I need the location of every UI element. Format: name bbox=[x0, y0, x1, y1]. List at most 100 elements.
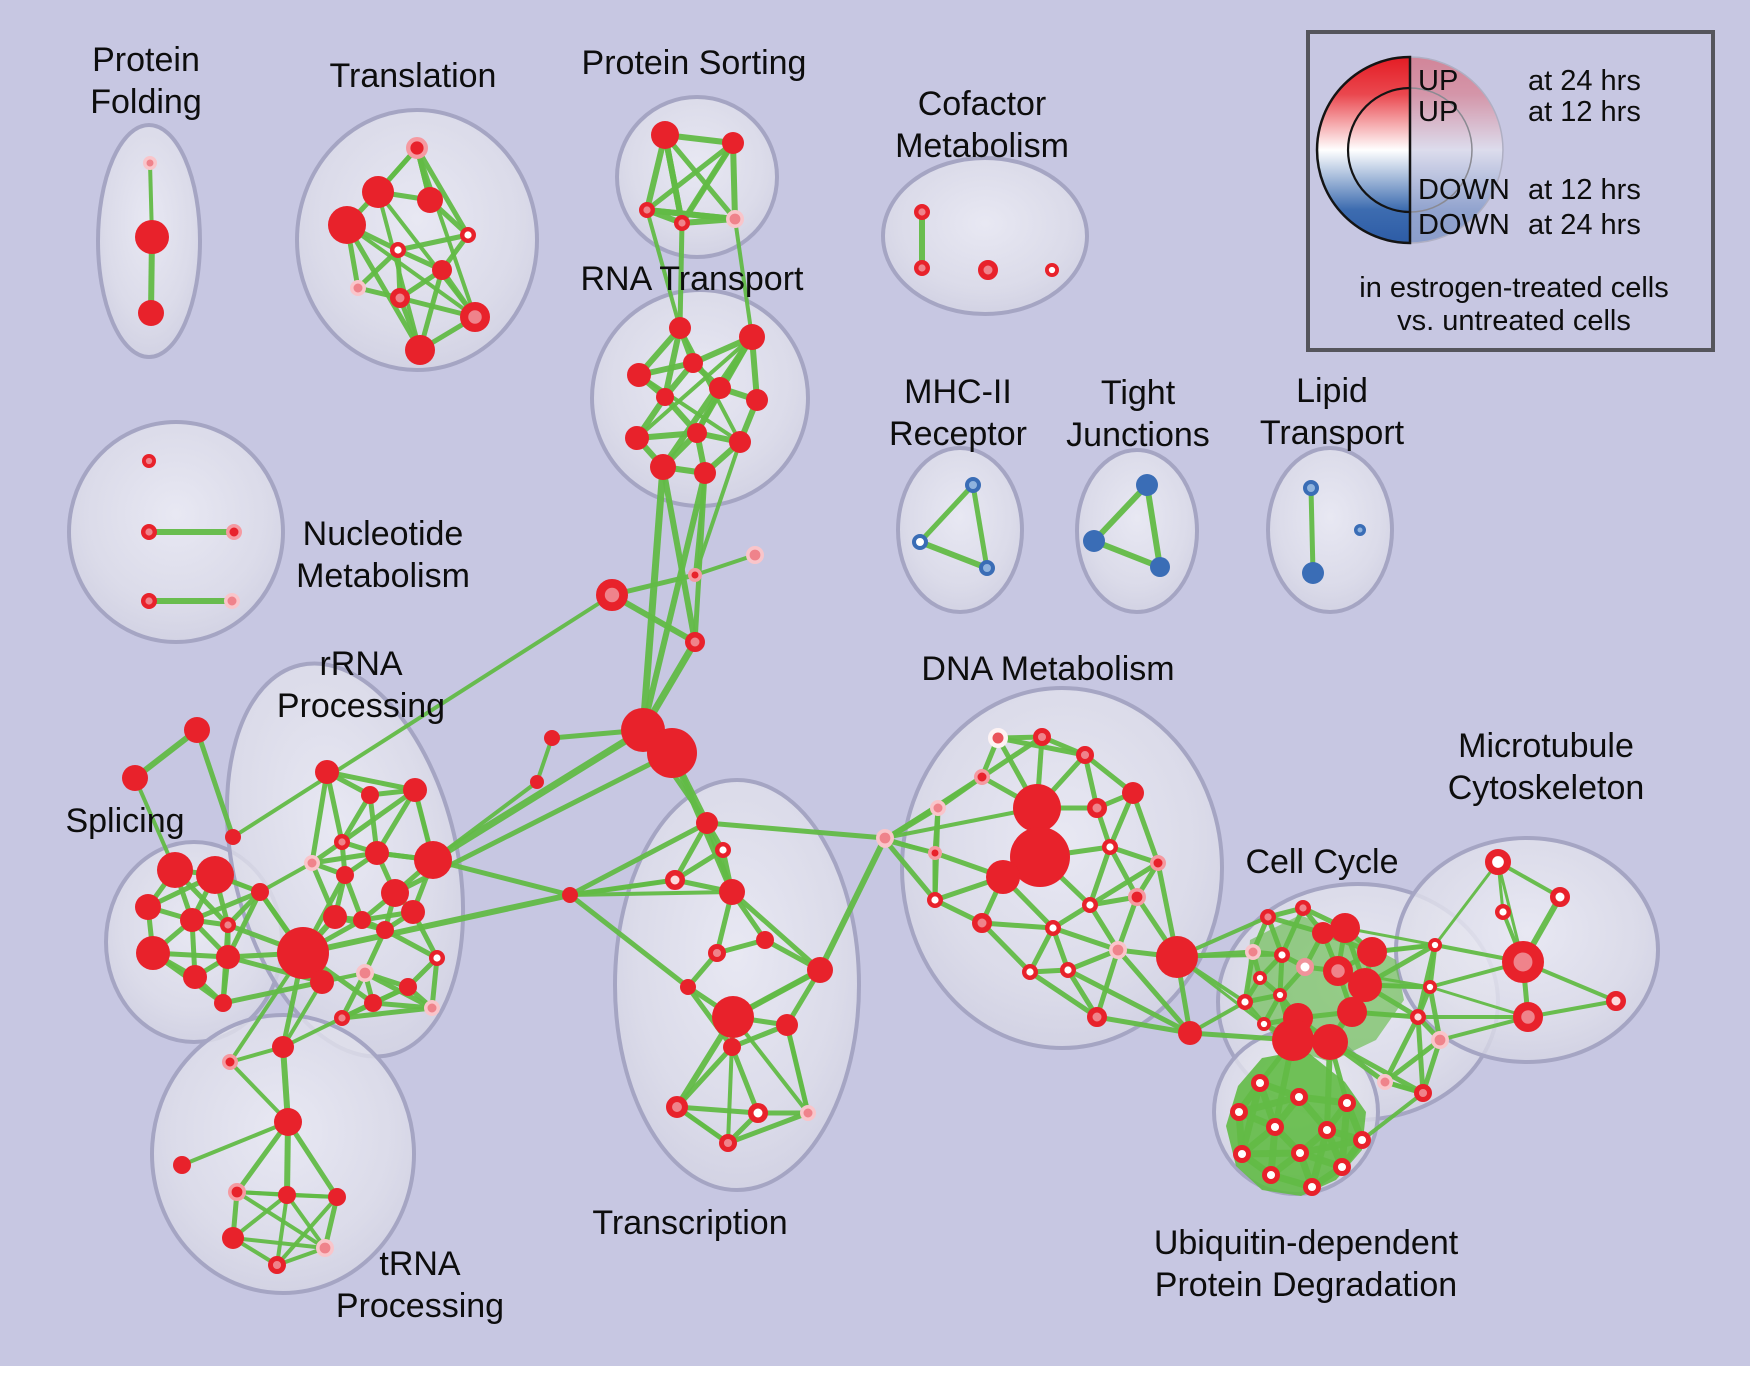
network-node bbox=[323, 905, 347, 929]
network-node bbox=[1109, 940, 1128, 959]
network-node bbox=[627, 363, 651, 387]
network-node bbox=[722, 132, 744, 154]
network-node bbox=[1431, 1031, 1450, 1050]
network-node bbox=[376, 921, 394, 939]
network-node bbox=[219, 917, 236, 934]
network-node bbox=[406, 136, 429, 159]
network-node bbox=[1289, 1087, 1308, 1106]
network-node bbox=[746, 389, 768, 411]
network-node bbox=[696, 812, 718, 834]
network-node bbox=[974, 769, 990, 785]
network-node bbox=[680, 979, 696, 995]
network-node bbox=[460, 302, 490, 332]
network-node bbox=[1413, 1083, 1432, 1102]
cluster-label-translation: Translation bbox=[330, 57, 497, 95]
legend-caption: in estrogen-treated cells bbox=[1359, 272, 1669, 304]
network-node bbox=[725, 210, 744, 229]
network-node bbox=[914, 203, 931, 220]
network-node bbox=[1317, 1120, 1336, 1139]
network-node bbox=[647, 728, 697, 778]
network-node bbox=[544, 730, 560, 746]
network-node bbox=[1013, 784, 1061, 832]
network-node bbox=[1494, 904, 1511, 921]
network-node bbox=[1606, 991, 1626, 1011]
network-node bbox=[424, 1000, 440, 1016]
network-edge bbox=[569, 878, 676, 897]
network-node bbox=[1409, 1009, 1426, 1026]
network-node bbox=[1032, 727, 1051, 746]
network-node bbox=[278, 1186, 296, 1204]
network-edge bbox=[344, 223, 423, 352]
network-node bbox=[225, 829, 241, 845]
cluster-label-lipid-transport: Transport bbox=[1260, 414, 1405, 452]
network-edge bbox=[918, 539, 989, 571]
network-node bbox=[184, 717, 210, 743]
network-edge bbox=[1027, 926, 1056, 974]
network-node bbox=[1377, 1074, 1393, 1090]
network-edge bbox=[970, 484, 990, 569]
legend-glyph-inner-right-ring bbox=[1409, 87, 1473, 213]
network-node bbox=[1294, 900, 1311, 917]
network-node bbox=[268, 1255, 287, 1274]
network-node bbox=[1265, 1117, 1284, 1136]
network-node bbox=[136, 936, 170, 970]
cluster-label-nucleotide-metabolism: Nucleotide bbox=[303, 515, 464, 553]
network-node bbox=[1081, 897, 1098, 914]
network-edge bbox=[1382, 1015, 1421, 1084]
network-node bbox=[723, 1038, 741, 1056]
network-edge bbox=[431, 727, 645, 863]
network-edge bbox=[191, 889, 261, 923]
network-node bbox=[1357, 937, 1387, 967]
legend: UP at 24 hrs UP at 12 hrs DOWN at 12 hrs DOWN a… bbox=[1306, 30, 1715, 352]
cluster-label-nucleotide-metabolism: Metabolism bbox=[296, 557, 470, 595]
network-node bbox=[715, 842, 732, 859]
network-node bbox=[390, 288, 410, 308]
cluster-label-cofactor-metabolism: Metabolism bbox=[895, 127, 1069, 165]
network-edge bbox=[374, 788, 418, 855]
network-node bbox=[1502, 941, 1545, 984]
network-node bbox=[140, 593, 157, 610]
network-node bbox=[1150, 557, 1170, 577]
network-node bbox=[776, 1014, 798, 1036]
network-edge bbox=[431, 780, 539, 862]
network-node bbox=[683, 353, 703, 373]
network-edge bbox=[733, 218, 754, 338]
network-edge bbox=[568, 820, 709, 898]
network-edge bbox=[415, 147, 477, 318]
network-node bbox=[1156, 936, 1198, 978]
network-node bbox=[914, 260, 931, 277]
network-edge bbox=[345, 223, 477, 319]
network-edge bbox=[639, 466, 667, 731]
network-node bbox=[651, 121, 679, 149]
network-node bbox=[687, 423, 707, 443]
network-node bbox=[972, 913, 992, 933]
cluster-label-splicing: Splicing bbox=[65, 802, 184, 840]
network-edge bbox=[1091, 482, 1150, 544]
network-edge bbox=[569, 890, 733, 897]
network-node bbox=[180, 908, 204, 932]
network-node bbox=[1303, 480, 1319, 496]
network-edge bbox=[363, 970, 434, 1011]
network-node bbox=[1250, 1073, 1269, 1092]
legend-glyph-left-half bbox=[1315, 55, 1412, 245]
network-node bbox=[1332, 1157, 1351, 1176]
cluster-label-mhc-ii-receptor: MHC-II bbox=[904, 373, 1012, 411]
network-edge bbox=[1109, 844, 1159, 866]
network-node bbox=[639, 201, 656, 218]
network-edge bbox=[341, 1005, 433, 1021]
network-edge bbox=[259, 861, 313, 894]
cluster-label-protein-sorting: Protein Sorting bbox=[582, 44, 807, 82]
network-edge bbox=[662, 134, 685, 224]
network-node bbox=[665, 870, 685, 890]
cluster-label-tight-junctions: Tight bbox=[1101, 374, 1176, 412]
network-node bbox=[800, 1105, 816, 1121]
network-node bbox=[334, 834, 351, 851]
cluster-label-rrna-processing: Processing bbox=[277, 687, 445, 725]
network-node bbox=[930, 800, 946, 816]
network-node bbox=[739, 324, 765, 350]
network-node bbox=[986, 860, 1020, 894]
network-edge bbox=[1052, 925, 1119, 953]
network-node bbox=[1101, 839, 1118, 856]
cluster-label-tight-junctions: Junctions bbox=[1066, 416, 1210, 454]
